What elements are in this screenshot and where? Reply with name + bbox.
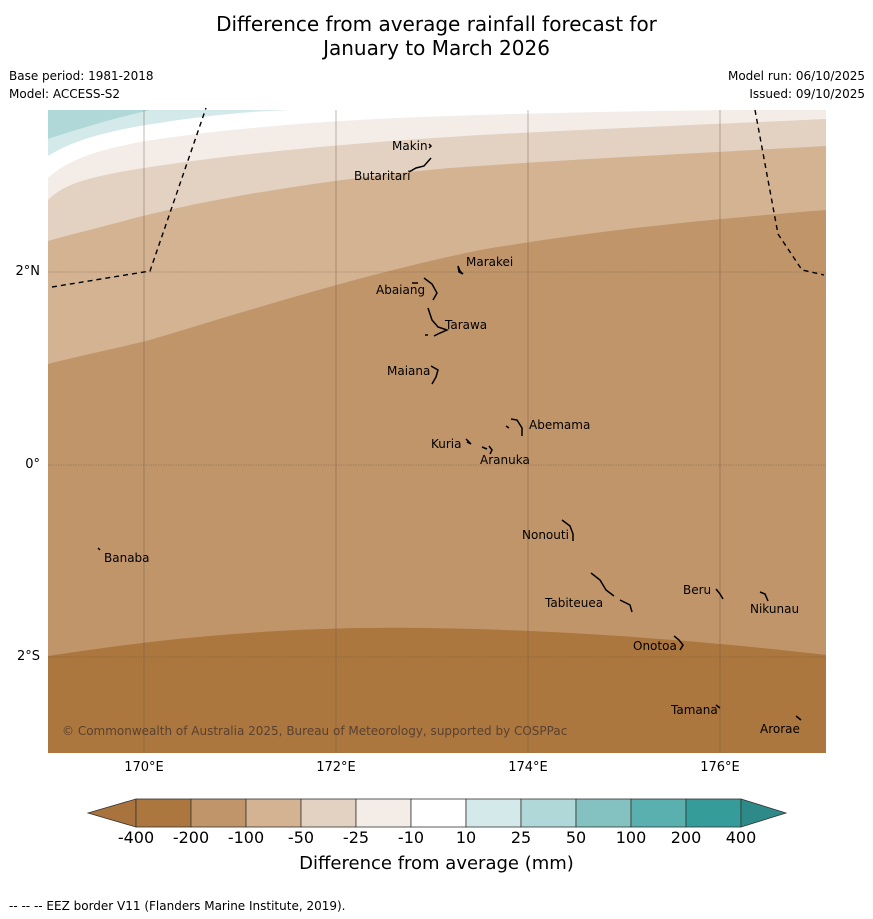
- colorbar-tick-label: -100: [227, 828, 265, 847]
- colorbar-tick-label: 400: [725, 828, 757, 847]
- place-label-nonouti: Nonouti: [522, 528, 569, 542]
- island-abemama: [505, 418, 523, 436]
- place-label-abemama: Abemama: [529, 418, 591, 432]
- colorbar-segment-p200: [685, 798, 742, 828]
- island-outlines: [97, 143, 802, 721]
- colorbar-tick-label: 200: [670, 828, 702, 847]
- colorbar-segment-p100: [630, 798, 687, 828]
- place-label-makin: Makin: [392, 139, 428, 153]
- colorbar-tick-label: 100: [615, 828, 647, 847]
- island-abaiang: [412, 277, 438, 301]
- eez-border-west: [51, 107, 207, 288]
- island-aranuka: [481, 445, 493, 455]
- island-beru: [715, 588, 724, 600]
- colorbar-tick-label: -25: [342, 828, 370, 847]
- island-nonouti: [561, 519, 574, 541]
- eez-footnote: -- -- -- EEZ border V11 (Flanders Marine…: [9, 899, 346, 913]
- meta-right: Model run: 06/10/2025 Issued: 09/10/2025: [728, 67, 865, 103]
- place-label-onotoa: Onotoa: [633, 639, 677, 653]
- place-label-butaritari: Butaritari: [354, 169, 411, 183]
- colorbar-tick-label: 10: [455, 828, 477, 847]
- colorbar-title: Difference from average (mm): [299, 853, 574, 874]
- place-label-aranuka: Aranuka: [480, 453, 530, 467]
- island-nikunau: [759, 591, 769, 602]
- colorbar: [86, 798, 788, 828]
- base-period: Base period: 1981-2018: [9, 69, 154, 83]
- place-label-banaba: Banaba: [104, 551, 150, 565]
- place-label-tabiteuea: Tabiteuea: [545, 596, 604, 610]
- colorbar-segment-p10: [465, 798, 522, 828]
- place-label-marakei: Marakei: [466, 255, 514, 269]
- lat-label-2s: 2°S: [16, 649, 40, 664]
- place-label-kuria: Kuria: [431, 437, 462, 451]
- colorbar-segment-n200: [190, 798, 247, 828]
- meta-left: Base period: 1981-2018 Model: ACCESS-S2: [9, 67, 154, 103]
- band-plus-25: [48, 110, 150, 139]
- band-minus-25: [48, 110, 826, 200]
- model-name: Model: ACCESS-S2: [9, 87, 121, 101]
- lon-label-172e: 172°E: [316, 760, 356, 775]
- colorbar-segment-n25: [355, 798, 412, 828]
- colorbar-segment-p50: [575, 798, 632, 828]
- colorbar-segment-n400: [135, 798, 192, 828]
- issued-date: Issued: 09/10/2025: [749, 87, 865, 101]
- place-label-abaiang: Abaiang: [376, 283, 426, 297]
- colorbar-over-arrow: [740, 798, 788, 828]
- place-label-tarawa: Tarawa: [445, 318, 488, 332]
- colorbar-tick-label: -10: [397, 828, 425, 847]
- place-label-maiana: Maiana: [387, 364, 431, 378]
- island-tamana: [715, 704, 721, 709]
- colorbar-tick-label: -400: [117, 828, 155, 847]
- island-tarawa: [425, 307, 450, 337]
- colorbar-segment-n10: [410, 798, 467, 828]
- lat-label-2n: 2°N: [15, 264, 41, 279]
- title-line-1: Difference from average rainfall forecas…: [216, 12, 657, 36]
- island-onotoa: [673, 635, 684, 651]
- island-tabiteuea: [590, 572, 633, 613]
- colorbar-tick-label: 25: [510, 828, 532, 847]
- band-minus-10: [48, 110, 780, 178]
- colorbar-segment-n100: [245, 798, 302, 828]
- island-arorae: [795, 715, 802, 721]
- chart-title: Difference from average rainfall forecas…: [0, 12, 873, 60]
- band-minus-400: [48, 627, 826, 753]
- forecast-bands: [48, 110, 826, 753]
- eez-border: [51, 107, 825, 288]
- lat-label-0: 0°: [25, 457, 40, 472]
- gridlines: [48, 110, 826, 753]
- copyright-notice: © Commonwealth of Australia 2025, Bureau…: [62, 724, 568, 738]
- colorbar-tick-label: -50: [287, 828, 315, 847]
- band-plus-10: [48, 110, 295, 156]
- title-line-2: January to March 2026: [323, 36, 550, 60]
- colorbar-tick-label: -200: [172, 828, 210, 847]
- place-label-tamana: Tamana: [671, 703, 718, 717]
- colorbar-segment-n50: [300, 798, 357, 828]
- lon-label-174e: 174°E: [508, 760, 548, 775]
- colorbar-tick-label: 50: [565, 828, 587, 847]
- place-label-beru: Beru: [683, 583, 712, 597]
- island-makin: [428, 143, 433, 149]
- island-marakei: [457, 265, 464, 275]
- island-kuria: [465, 438, 472, 445]
- model-run: Model run: 06/10/2025: [727, 69, 865, 83]
- lon-label-170e: 170°E: [124, 760, 164, 775]
- island-banaba: [97, 547, 101, 551]
- colorbar-segment-p25: [520, 798, 577, 828]
- island-maiana: [430, 365, 439, 385]
- island-butaritari: [408, 157, 432, 173]
- eez-border-east: [754, 109, 825, 276]
- place-label-nikunau: Nikunau: [750, 602, 800, 616]
- place-label-arorae: Arorae: [760, 722, 800, 736]
- colorbar-under-arrow: [86, 798, 137, 828]
- lon-label-176e: 176°E: [700, 760, 740, 775]
